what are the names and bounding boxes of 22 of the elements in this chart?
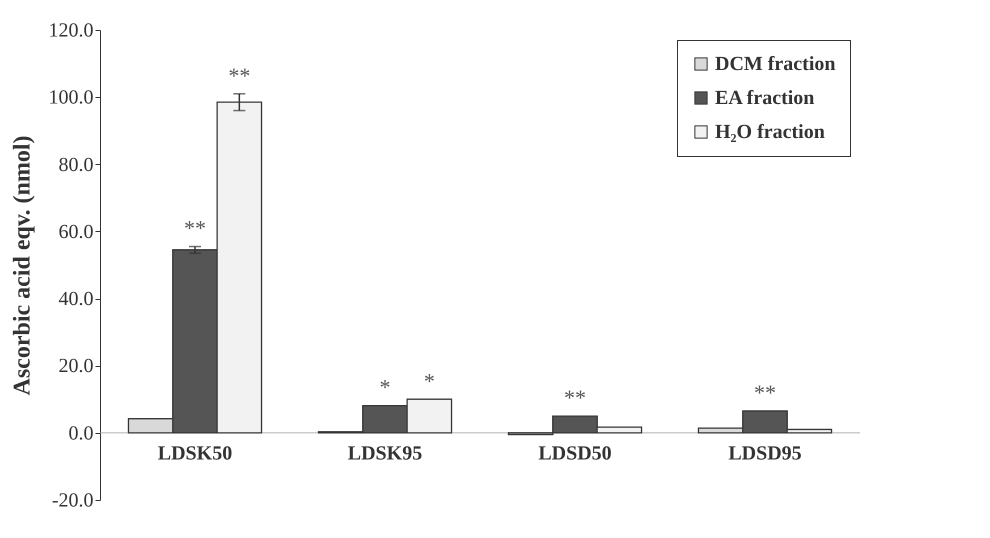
data-label: ** xyxy=(228,62,250,88)
y-axis-title: Ascorbic acid eqv. (nmol) xyxy=(10,136,36,396)
data-label: ** xyxy=(184,216,206,241)
x-tick-label: LDSD50 xyxy=(538,442,612,464)
y-tick-label: 120.0 xyxy=(48,20,94,42)
x-tick-label: LDSK95 xyxy=(348,442,422,464)
legend-label: H₂O fraction xyxy=(715,121,825,143)
x-tick-label: LDSD95 xyxy=(728,442,802,464)
legend-label: EA fraction xyxy=(715,87,814,109)
data-label: * xyxy=(424,368,435,394)
y-tick-label: 0.0 xyxy=(68,422,94,444)
data-label: * xyxy=(380,374,390,400)
x-tick-label: LDSK50 xyxy=(158,442,232,464)
y-tick-label: 60.0 xyxy=(58,220,94,243)
y-tick-label: 100.0 xyxy=(48,86,94,109)
y-tick-label: -20.0 xyxy=(52,490,94,512)
y-tick-label: 20.0 xyxy=(58,355,94,378)
data-label: ** xyxy=(754,380,776,406)
y-tick-label: 80.0 xyxy=(58,154,94,176)
legend-label: DCM fraction xyxy=(715,53,836,75)
data-label: ** xyxy=(564,385,586,410)
y-tick-label: 40.0 xyxy=(58,288,94,310)
